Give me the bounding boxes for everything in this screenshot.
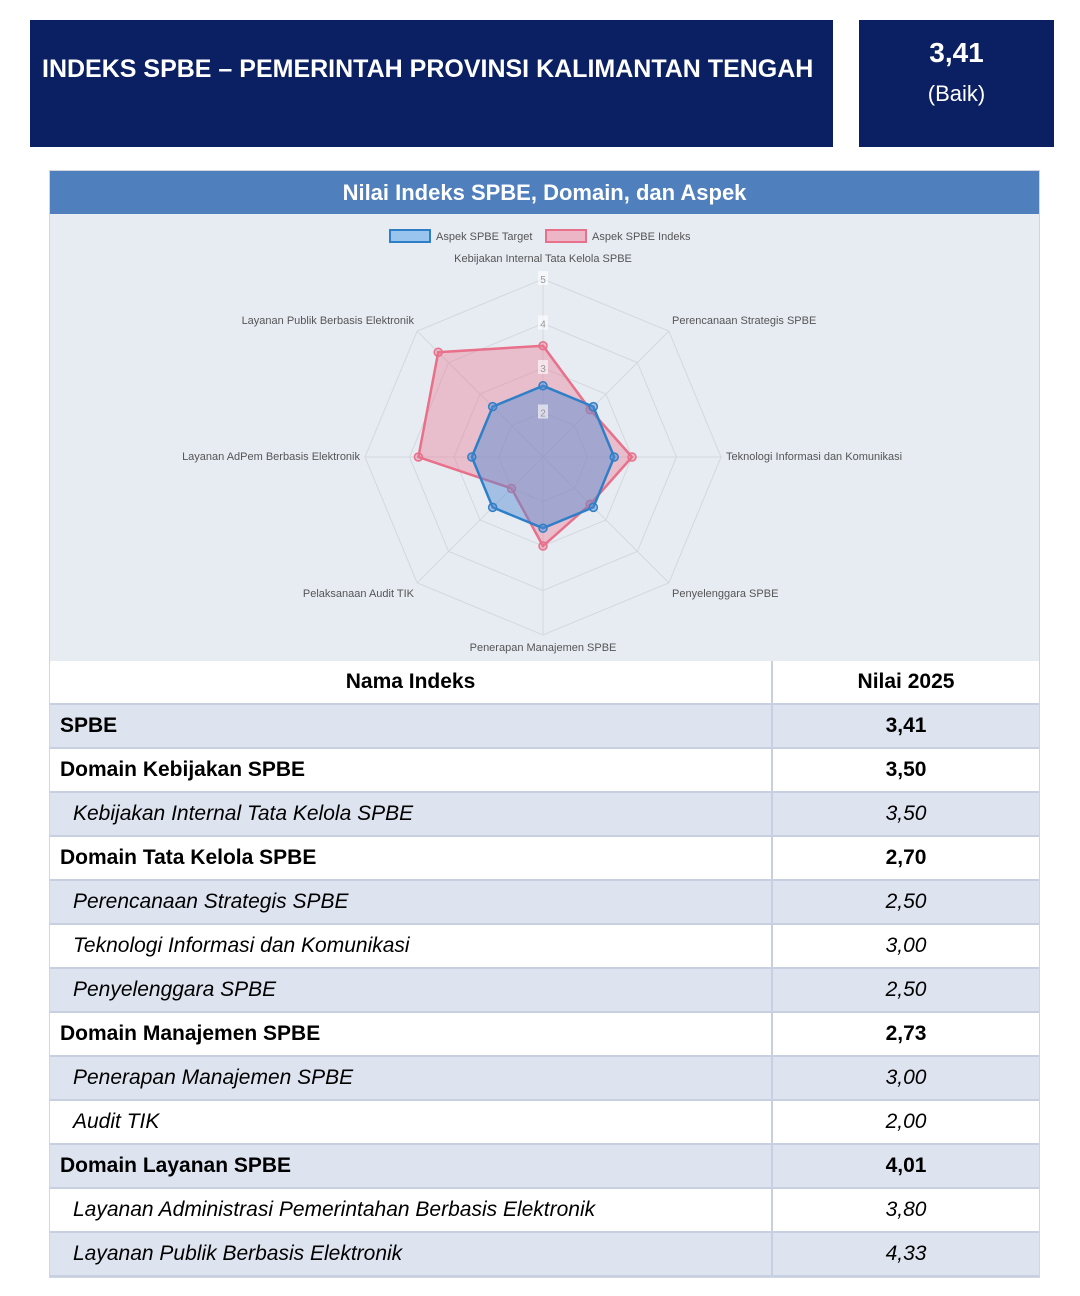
table-row: Kebijakan Internal Tata Kelola SPBE 3,50 (50, 792, 1039, 837)
row-value: 2,73 (771, 1012, 1039, 1057)
tick-bg (538, 315, 548, 330)
series-area (416, 344, 634, 548)
radar-chart: 2 3 4 5 Kebijakan Internal Tata Kelola SPBE P… (50, 214, 1039, 661)
table-row: Layanan Administrasi Pemerintahan Berbas… (50, 1188, 1039, 1233)
row-name: Layanan Administrasi Pemerintahan Berbas… (50, 1188, 772, 1233)
table-row: Perencanaan Strategis SPBE 2,50 (50, 880, 1039, 925)
panel-title: Nilai Indeks SPBE, Domain, dan Aspek (50, 171, 1039, 214)
axis-label: Layanan AdPem Berbasis Elektronik (182, 451, 360, 463)
axis-label: Teknologi Informasi dan Komunikasi (726, 451, 902, 463)
row-value: 3,80 (771, 1188, 1039, 1233)
row-name: Kebijakan Internal Tata Kelola SPBE (50, 792, 772, 837)
table-row: Domain Manajemen SPBE 2,73 (50, 1012, 1039, 1057)
table-row: Domain Layanan SPBE 4,01 (50, 1144, 1039, 1189)
axis-label: Penerapan Manajemen SPBE (470, 642, 617, 654)
row-value: 3,50 (771, 792, 1039, 837)
score-box: 3,41 (Baik) (859, 20, 1054, 147)
table-row: Audit TIK 2,00 (50, 1100, 1039, 1145)
row-value: 2,50 (771, 968, 1039, 1013)
table-row: SPBE 3,41 (50, 704, 1039, 749)
table-row: Penerapan Manajemen SPBE 3,00 (50, 1056, 1039, 1101)
data-point (487, 401, 498, 412)
radar-svg: 2 3 4 5 Kebijakan Internal Tata Kelola SPBE P… (182, 229, 902, 654)
axis-label: Layanan Publik Berbasis Elektronik (242, 315, 415, 327)
data-point (506, 483, 517, 494)
row-value: 2,00 (771, 1100, 1039, 1145)
tick-label: 5 (540, 275, 546, 286)
table-row: Domain Kebijakan SPBE 3,50 (50, 748, 1039, 793)
legend-swatch (389, 229, 431, 243)
row-name: Domain Kebijakan SPBE (50, 748, 772, 793)
data-point (538, 341, 548, 351)
tick-bg (538, 360, 548, 374)
data-point (538, 381, 548, 391)
data-point (433, 347, 443, 357)
row-name: Domain Tata Kelola SPBE (50, 836, 772, 881)
row-value: 4,01 (771, 1144, 1039, 1189)
col-value: Nilai 2025 (771, 661, 1039, 705)
row-value: 3,00 (771, 1056, 1039, 1101)
table-row: Layanan Publik Berbasis Elektronik 4,33 (50, 1232, 1039, 1277)
page-title: INDEKS SPBE – PEMERINTAH PROVINSI KALIMA… (30, 20, 833, 147)
row-value: 3,00 (771, 924, 1039, 969)
data-point (627, 452, 637, 462)
data-point (538, 541, 548, 551)
score-value: 3,41 (929, 37, 984, 68)
data-point (588, 401, 599, 412)
axis-label: Perencanaan Strategis SPBE (672, 315, 816, 327)
table-row: Penyelenggara SPBE 2,50 (50, 968, 1039, 1013)
index-panel: Nilai Indeks SPBE, Domain, dan Aspek 2 3 4… (49, 170, 1040, 1278)
data-point (467, 452, 477, 462)
title-text: INDEKS SPBE – PEMERINTAH PROVINSI KALIMA… (42, 55, 814, 83)
legend-label: Aspek SPBE Target (436, 231, 532, 243)
series-area (470, 384, 616, 530)
row-value: 3,50 (771, 748, 1039, 793)
col-name: Nama Indeks (50, 661, 772, 705)
tick-label: 3 (540, 364, 546, 375)
row-name: Domain Manajemen SPBE (50, 1012, 772, 1057)
legend-label: Aspek SPBE Indeks (592, 231, 691, 243)
row-name: Teknologi Informasi dan Komunikasi (50, 924, 772, 969)
table-row: Domain Tata Kelola SPBE 2,70 (50, 836, 1039, 881)
axis-label: Penyelenggara SPBE (672, 588, 778, 600)
data-point (609, 452, 619, 462)
row-name: Audit TIK (50, 1100, 772, 1145)
tick-bg (538, 271, 548, 285)
data-point (413, 452, 424, 462)
row-value: 2,70 (771, 836, 1039, 881)
row-name: Penyelenggara SPBE (50, 968, 772, 1013)
score-status: (Baik) (927, 81, 986, 106)
row-name: SPBE (50, 704, 772, 749)
tick-bg (538, 404, 548, 419)
index-table: Nama Indeks Nilai 2025 SPBE 3,41 Domain Keb… (50, 661, 1039, 1277)
row-value: 4,33 (771, 1232, 1039, 1277)
axis-label: Kebijakan Internal Tata Kelola SPBE (454, 253, 632, 265)
data-point (588, 502, 599, 513)
row-name: Perencanaan Strategis SPBE (50, 880, 772, 925)
data-point (538, 523, 548, 533)
row-value: 3,41 (771, 704, 1039, 749)
axis-label: Pelaksanaan Audit TIK (303, 588, 415, 600)
row-value: 2,50 (771, 880, 1039, 925)
data-point (487, 502, 498, 513)
grid-spoke (416, 456, 544, 584)
tick-label: 2 (540, 409, 546, 420)
legend-swatch (545, 229, 587, 243)
table-row: Teknologi Informasi dan Komunikasi 3,00 (50, 924, 1039, 969)
row-name: Layanan Publik Berbasis Elektronik (50, 1232, 772, 1277)
row-name: Penerapan Manajemen SPBE (50, 1056, 772, 1101)
tick-label: 4 (540, 320, 546, 331)
row-name: Domain Layanan SPBE (50, 1144, 772, 1189)
grid-spoke (542, 330, 670, 458)
grid-spoke (542, 456, 670, 584)
